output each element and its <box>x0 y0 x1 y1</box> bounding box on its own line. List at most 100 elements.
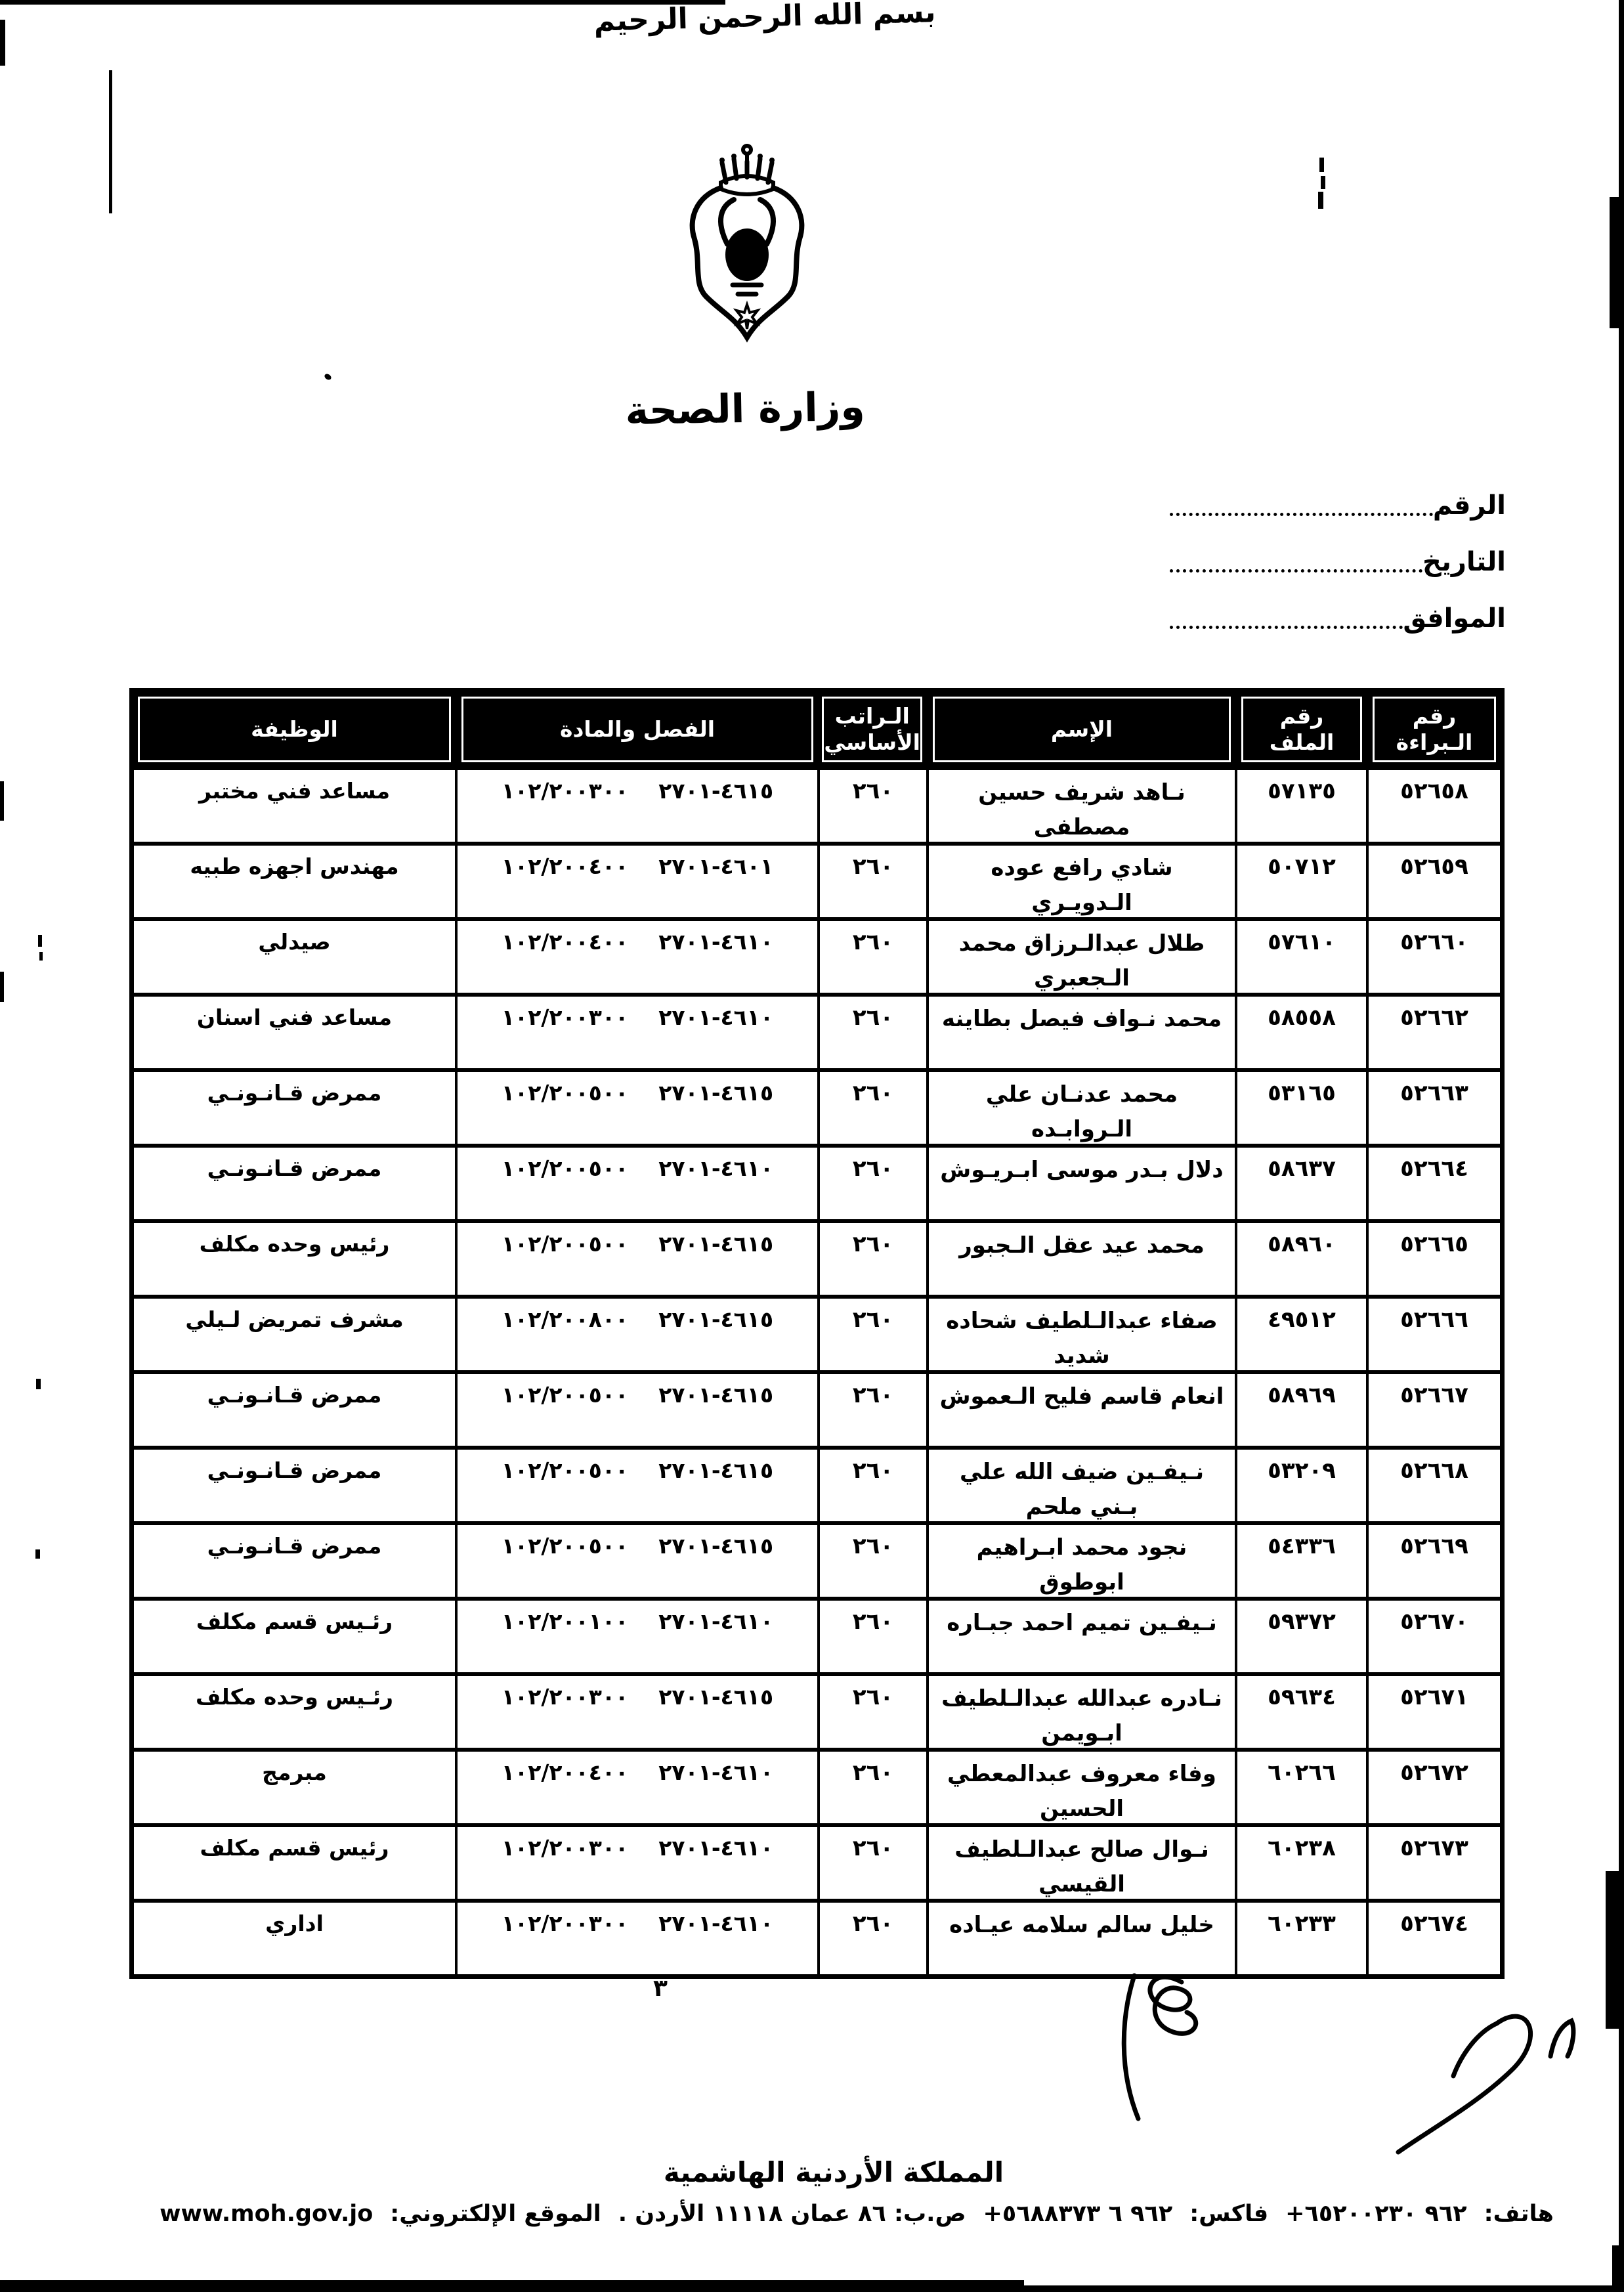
kingdom-title-calligraphy: المملكة الأردنية الهاشمية <box>663 2156 1004 2188</box>
job-title-cell: ممرض قـانـونـي <box>207 1458 382 1483</box>
job-title-cell: رئـيس وحده مكلف <box>196 1684 393 1710</box>
chapter-number: ٤٦١٠-٢٧٠١ <box>658 1609 774 1634</box>
article-number: ١٠٢/٢٠٠٥٠٠ <box>501 1080 629 1106</box>
article-number: ١٠٢/٢٠٠٣٠٠ <box>501 1684 629 1710</box>
number-field: الرقم <box>1167 485 1506 519</box>
job-title-cell: رئـيس قسم مكلف <box>196 1609 393 1634</box>
file-number-cell: ٦٠٢٣٣ <box>1235 1903 1366 1974</box>
job-title-cell: صيدلي <box>258 929 331 955</box>
article-number: ١٠٢/٢٠٠٥٠٠ <box>501 1231 629 1257</box>
article-number: ١٠٢/٢٠٠٤٠٠ <box>501 929 629 955</box>
table-row: ٥٢٦٦٨ ٥٣٢٠٩ نـيفـين ضيف الله علي بـني مل… <box>134 1446 1500 1521</box>
file-number-cell: ٥٣٢٠٩ <box>1235 1450 1366 1521</box>
table-row: ٥٢٦٦٥ ٥٨٩٦٠ محمد عيد عقل الـجبور ٢٦٠ ١٠٢… <box>134 1219 1500 1295</box>
date-dotted-line <box>1170 569 1423 573</box>
job-title-cell: مبرمج <box>262 1760 327 1785</box>
employee-name-cell: طلال عبدالـرزاق محمد الـجعبري <box>926 921 1235 993</box>
file-number-cell: ٥٨٩٦٩ <box>1235 1374 1366 1446</box>
page-number: ٣ <box>653 1975 668 2002</box>
basic-salary-cell: ٢٦٠ <box>817 921 926 993</box>
scan-edge-right <box>1619 0 1624 2292</box>
cert-number-cell: ٥٢٦٦٣ <box>1366 1072 1500 1144</box>
job-title-cell: ممرض قـانـونـي <box>207 1080 382 1106</box>
cert-number-cell: ٥٢٦٦٨ <box>1366 1450 1500 1521</box>
scan-edge-bottom <box>0 2280 1024 2292</box>
scan-artifact-vline <box>109 70 112 213</box>
table-row: ٥٢٦٦٠ ٥٧٦١٠ طلال عبدالـرزاق محمد الـجعبر… <box>134 917 1500 993</box>
employee-name-cell: نـاهد شريف حسين مصطفى <box>926 770 1235 842</box>
employee-name-cell: خليل سالم سلامه عيـاده <box>926 1903 1235 1974</box>
header-chapter-article: الفصل والمادة <box>455 693 817 766</box>
employee-name-cell: محمد نـواف فيصل بطاينه <box>926 997 1235 1068</box>
basic-salary-cell: ٢٦٠ <box>817 770 926 842</box>
article-number: ١٠٢/٢٠٠٥٠٠ <box>501 1156 629 1181</box>
table-row: ٥٢٦٦٩ ٥٤٣٣٦ نجود محمد ابـراهيم ابوطوق ٢٦… <box>134 1521 1500 1597</box>
employee-name-cell: شادي رافع عوده الـدويـري <box>926 846 1235 917</box>
employee-name-cell: صفاء عبدالـلطيف شحاده شديد <box>926 1299 1235 1370</box>
article-number: ١٠٢/٢٠٠٥٠٠ <box>501 1458 629 1483</box>
table-row: ٥٢٦٥٨ ٥٧١٣٥ نـاهد شريف حسين مصطفى ٢٦٠ ١٠… <box>134 766 1500 842</box>
basic-salary-cell: ٢٦٠ <box>817 1903 926 1974</box>
employee-name-cell: نـادره عبدالله عبدالـلطيف ابـويمن <box>926 1676 1235 1748</box>
cert-number-cell: ٥٢٦٦٦ <box>1366 1299 1500 1370</box>
file-number-cell: ٥٨٩٦٠ <box>1235 1223 1366 1295</box>
header-cert-number: رقم الـبراءة <box>1366 693 1500 766</box>
job-title-cell: مساعد فني مختبر <box>198 778 391 804</box>
employee-name-cell: انعام قاسم فليح الـعموش <box>926 1374 1235 1446</box>
phone-label: هاتف: <box>1484 2201 1554 2227</box>
article-number: ١٠٢/٢٠٠٥٠٠ <box>501 1382 629 1408</box>
basic-salary-cell: ٢٦٠ <box>817 1525 926 1597</box>
chapter-article-cell: ١٠٢/٢٠٠٥٠٠ ٤٦١٥-٢٧٠١ <box>455 1525 817 1597</box>
corresponding-dotted-line <box>1170 625 1403 629</box>
corresponding-field: الموافق <box>1167 597 1506 632</box>
chapter-article-cell: ١٠٢/٢٠٠٣٠٠ ٤٦١٠-٢٧٠١ <box>455 1827 817 1899</box>
file-number-cell: ٥٧٦١٠ <box>1235 921 1366 993</box>
scan-artifact-dash <box>35 1549 40 1559</box>
file-number-cell: ٥٩٣٧٢ <box>1235 1601 1366 1672</box>
file-number-cell: ٥٣١٦٥ <box>1235 1072 1366 1144</box>
employee-name-cell: نجود محمد ابـراهيم ابوطوق <box>926 1525 1235 1597</box>
number-dotted-line <box>1170 512 1433 516</box>
scan-edge-right-blob <box>1612 2245 1624 2292</box>
file-number-cell: ٥٨٦٣٧ <box>1235 1148 1366 1219</box>
scan-edge-left-blob <box>0 20 5 66</box>
scan-artifact-dash <box>38 935 42 947</box>
file-number-cell: ٦٠٢٣٨ <box>1235 1827 1366 1899</box>
fax-label: فاكس: <box>1189 2201 1269 2227</box>
scan-edge-top <box>0 0 725 5</box>
cert-number-cell: ٥٢٦٦٢ <box>1366 997 1500 1068</box>
ministry-of-health-calligraphy: وزارة الصحة <box>624 383 866 435</box>
chapter-number: ٤٦١٥-٢٧٠١ <box>658 778 774 804</box>
table-row: ٥٢٦٧١ ٥٩٦٣٤ نـادره عبدالله عبدالـلطيف اب… <box>134 1672 1500 1748</box>
table-row: ٥٢٦٧٣ ٦٠٢٣٨ نـوال صالح عبدالـلطيف القيسي… <box>134 1823 1500 1899</box>
bismillah-calligraphy: بسم الله الرحمن الرحيم <box>593 0 937 38</box>
employees-table: رقم الـبراءة رقم الملف الإسم الـراتب الأ… <box>129 688 1505 1979</box>
chapter-number: ٤٦١٥-٢٧٠١ <box>658 1080 774 1106</box>
cert-number-cell: ٥٢٦٦٠ <box>1366 921 1500 993</box>
header-job-title: الوظيفة <box>134 693 455 766</box>
chapter-article-cell: ١٠٢/٢٠٠٣٠٠ ٤٦١٥-٢٧٠١ <box>455 770 817 842</box>
file-number-cell: ٥٩٦٣٤ <box>1235 1676 1366 1748</box>
cert-number-cell: ٥٢٦٥٩ <box>1366 846 1500 917</box>
job-title-cell: ممرض قـانـونـي <box>207 1382 382 1408</box>
chapter-number: ٤٦١٠-٢٧٠١ <box>658 1760 774 1785</box>
cert-number-cell: ٥٢٦٧٤ <box>1366 1903 1500 1974</box>
cert-number-cell: ٥٢٦٧٠ <box>1366 1601 1500 1672</box>
number-label: الرقم <box>1432 490 1506 521</box>
table-row: ٥٢٦٧٤ ٦٠٢٣٣ خليل سالم سلامه عيـاده ٢٦٠ ١… <box>134 1899 1500 1974</box>
job-title-cell: اداري <box>265 1911 324 1936</box>
chapter-article-cell: ١٠٢/٢٠٠٣٠٠ ٤٦١٥-٢٧٠١ <box>455 1676 817 1748</box>
employee-name-cell: دلال بـدر موسى ابـريـوش <box>926 1148 1235 1219</box>
article-number: ١٠٢/٢٠٠٣٠٠ <box>501 778 629 804</box>
chapter-number: ٤٦١٥-٢٧٠١ <box>658 1382 774 1408</box>
chapter-number: ٤٦١٥-٢٧٠١ <box>658 1684 774 1710</box>
chapter-number: ٤٦١٠-٢٧٠١ <box>658 1911 774 1936</box>
scan-artifact-dash <box>1319 158 1324 172</box>
table-header-row: رقم الـبراءة رقم الملف الإسم الـراتب الأ… <box>134 693 1500 766</box>
scan-artifact-dash <box>1321 176 1325 189</box>
scan-artifact-dash <box>1318 192 1323 209</box>
chapter-article-cell: ١٠٢/٢٠٠٥٠٠ ٤٦١٥-٢٧٠١ <box>455 1450 817 1521</box>
article-number: ١٠٢/٢٠٠٤٠٠ <box>501 1760 629 1785</box>
cert-number-cell: ٥٢٦٧٢ <box>1366 1752 1500 1823</box>
